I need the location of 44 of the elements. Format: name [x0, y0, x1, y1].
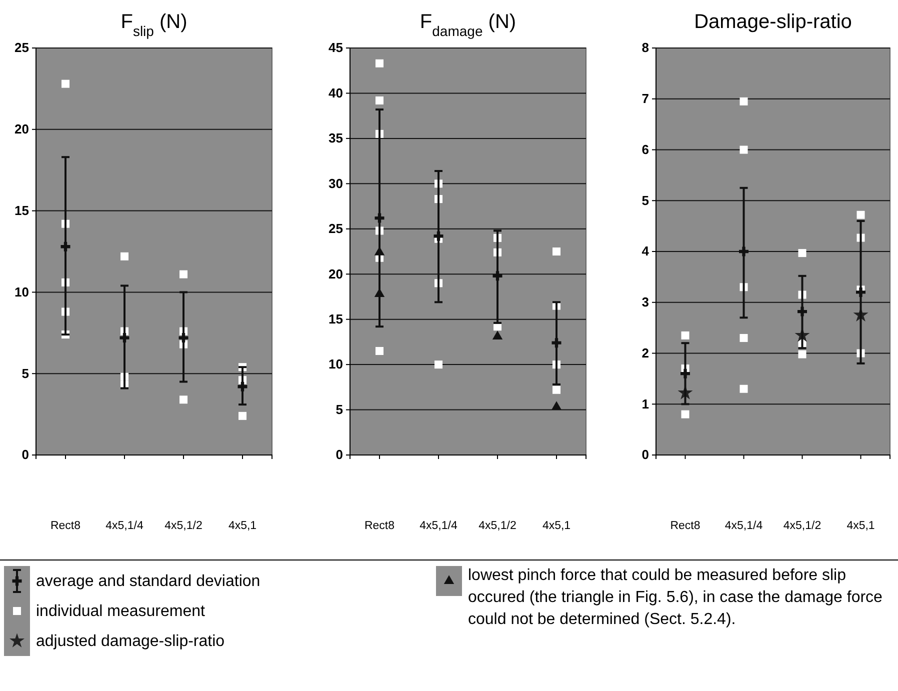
y-tick-label: 0 — [642, 447, 649, 462]
y-tick-label: 4 — [642, 244, 650, 259]
y-tick-label: 10 — [14, 284, 29, 300]
x-tick-label: Rect8 — [364, 520, 395, 532]
y-tick-label: 30 — [328, 176, 343, 191]
legend-label: adjusted damage-slip-ratio — [36, 633, 225, 650]
x-tick-label: 4x5,1/2 — [164, 520, 202, 532]
x-tick-label: 4x5,1 — [228, 520, 257, 532]
legend-label: individual measurement — [36, 603, 206, 620]
x-tick-label: 4x5,1 — [542, 520, 571, 532]
y-tick-label: 1 — [642, 396, 649, 412]
y-tick-label: 25 — [14, 40, 29, 56]
y-tick-label: 25 — [328, 221, 343, 236]
y-tick-label: 8 — [642, 40, 649, 56]
legend-label: average and standard deviation — [36, 573, 260, 590]
y-tick-label: 15 — [328, 311, 343, 326]
y-tick-label: 20 — [328, 266, 343, 282]
x-tick-label: Rect8 — [670, 520, 700, 532]
y-tick-label: 45 — [328, 40, 343, 56]
y-tick-label: 15 — [14, 202, 29, 218]
y-tick-label: 6 — [642, 142, 649, 157]
x-tick-label: 4x5,1 — [846, 520, 875, 532]
y-tick-label: 35 — [328, 130, 343, 146]
x-tick-label: 4x5,1/4 — [420, 520, 458, 532]
chart-title: F$_{slip}$ (N) — [120, 11, 188, 39]
chart-title: F$_{damage}$ (N) — [420, 11, 516, 39]
chart-title: Damage-slip-ratio — [694, 11, 852, 33]
y-tick-label: 20 — [14, 122, 29, 137]
y-tick-label: 7 — [642, 91, 649, 106]
y-tick-label: 5 — [642, 192, 649, 208]
y-tick-label: 10 — [328, 356, 343, 372]
x-tick-label: 4x5,1/2 — [478, 520, 516, 532]
x-tick-label: 4x5,1/4 — [106, 520, 144, 532]
x-tick-label: 4x5,1/2 — [783, 520, 822, 532]
y-tick-label: 5 — [336, 402, 343, 417]
y-tick-label: 2 — [642, 345, 649, 360]
y-tick-label: 40 — [328, 85, 343, 100]
x-tick-label: 4x5,1/4 — [724, 520, 764, 532]
y-tick-label: 0 — [336, 447, 343, 462]
x-tick-label: Rect8 — [50, 520, 81, 532]
y-tick-label: 3 — [642, 294, 649, 310]
legend-label: lowest pinch force that could be measured before slip occured (the triangle in Fig. 5.6), in case the damage force could not be determined (Sect. 5.2.4). — [468, 567, 883, 628]
y-tick-label: 5 — [22, 366, 29, 381]
y-tick-label: 0 — [22, 447, 29, 462]
